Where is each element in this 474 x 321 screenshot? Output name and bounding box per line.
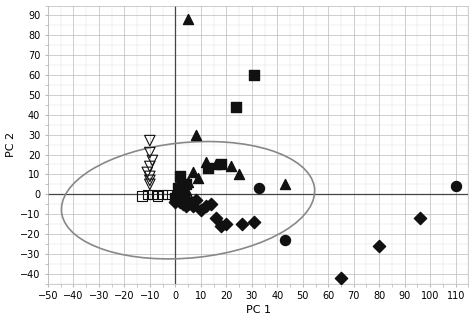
Point [194,176,202,181]
Point [205,166,212,171]
Point [164,192,172,197]
Point [187,200,194,205]
Point [177,200,184,205]
Point [174,196,182,201]
Point [148,192,156,197]
Point [177,178,184,183]
Point [172,196,179,201]
Point [416,215,424,221]
Point [174,190,182,195]
Point [189,204,197,209]
Point [184,202,192,207]
Point [138,194,146,199]
Point [228,164,235,169]
Point [182,204,189,209]
Point [235,172,243,177]
Point [182,188,189,193]
Point [146,150,154,155]
Point [207,202,215,207]
Point [184,200,192,205]
Point [177,192,184,197]
Point [184,17,192,22]
Point [146,138,154,143]
Point [148,158,156,163]
Point [251,73,258,78]
X-axis label: PC 1: PC 1 [246,306,271,316]
Point [146,174,154,179]
Point [146,178,154,183]
Point [251,220,258,225]
Point [202,160,210,165]
Point [202,204,210,209]
Point [144,192,151,197]
Point [192,132,200,137]
Point [197,208,205,213]
Point [281,182,289,187]
Point [182,182,189,187]
Point [337,275,345,280]
Point [146,182,154,187]
Point [192,198,200,203]
Point [144,170,151,175]
Point [177,174,184,179]
Point [218,162,225,167]
Point [281,237,289,242]
Point [375,243,383,248]
Point [255,186,263,191]
Point [238,221,246,227]
Point [452,184,459,189]
Point [233,104,240,109]
Point [159,192,166,197]
Point [146,164,154,169]
Point [174,186,182,191]
Point [212,162,220,167]
Point [179,184,187,189]
Point [222,221,230,227]
Point [154,194,161,199]
Point [218,223,225,229]
Point [184,180,192,185]
Point [179,202,187,207]
Point [179,194,187,199]
Point [189,170,197,175]
Point [172,200,179,205]
Point [212,215,220,221]
Y-axis label: PC 2: PC 2 [6,132,16,157]
